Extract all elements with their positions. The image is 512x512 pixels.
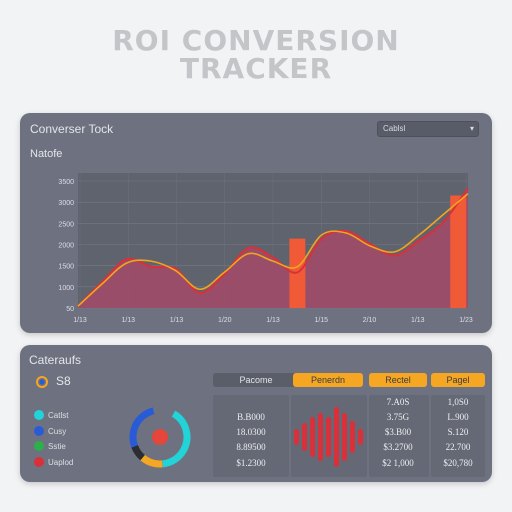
table-cell: $20,780 (443, 458, 473, 468)
table-cell: L.900 (447, 412, 469, 422)
categories-heading: Cateraufs (29, 353, 82, 367)
table-cell: 18.0300 (236, 427, 266, 437)
chart-subheading: Natofe (30, 148, 63, 160)
x-tick-label: 1/13 (411, 317, 425, 324)
category-donut-chart (129, 406, 191, 468)
x-tick-label: 1/13 (121, 317, 135, 324)
column-header-penerdn[interactable]: Penerdn (293, 373, 363, 387)
y-tick-label: 2500 (58, 221, 74, 228)
table-cell: 7.A0S (386, 397, 410, 407)
x-tick-label: 1/13 (73, 317, 87, 324)
x-tick-label: 1/15 (314, 317, 328, 324)
highlight-bar (450, 195, 467, 308)
table-cell: 3.75G (386, 412, 410, 422)
page-title-line2: TRACKER (179, 52, 333, 85)
colorwheel-icon (36, 376, 48, 388)
legend-label: Sstie (48, 442, 66, 451)
column-header-rectel[interactable]: Rectel (369, 373, 427, 387)
y-tick-label: 3500 (58, 179, 74, 186)
y-tick-label: 2000 (58, 243, 74, 250)
series-line-red (77, 187, 469, 307)
chevron-down-icon: ▾ (469, 124, 474, 133)
table-cell: B.B000 (237, 412, 265, 422)
conversion-area-chart: 3500 3000 2500 2000 1500 1000 50 1/13 1/13 1/13 1/… (58, 173, 473, 324)
conversion-chart-panel: Converser Tock Cablsl ▾ Natofe 3500 3000 2… (20, 113, 492, 333)
series-line-yellow (77, 193, 469, 307)
x-tick-label: 1/20 (218, 317, 232, 324)
table-cell: 8.89500 (236, 442, 266, 452)
red-bars-icon (294, 407, 363, 467)
legend-dot-sstie (34, 441, 44, 451)
legend-dot-catlst (34, 410, 44, 420)
legend-dot-cusy (34, 426, 44, 436)
legend-label: Cusy (48, 427, 67, 436)
x-tick-label: 1/23 (459, 317, 473, 324)
categories-panel: Cateraufs S8 Catlst Cusy Sstie Uaplod Pa… (20, 345, 492, 482)
y-tick-label: 3000 (58, 200, 74, 207)
table-cell: 22.700 (445, 442, 471, 452)
table-cell: $3.B00 (384, 427, 412, 437)
column-bg (369, 395, 429, 477)
table-cell: $1.2300 (236, 458, 266, 468)
chart-panel-heading: Converser Tock (30, 122, 114, 136)
legend-dot-uaplod (34, 457, 44, 467)
x-tick-label: 1/13 (266, 317, 280, 324)
y-tick-label: 1500 (58, 264, 74, 271)
area-fill (78, 188, 468, 308)
column-header-pacome[interactable]: Pacome (213, 373, 299, 387)
column-bg (213, 395, 289, 477)
x-tick-label: 2/10 (363, 317, 377, 324)
table-cell: $3.2700 (383, 442, 413, 452)
y-tick-label: 50 (66, 306, 74, 313)
column-bg (431, 395, 485, 477)
legend-label: Uaplod (48, 458, 74, 467)
filter-dropdown-value: Cablsl (383, 124, 406, 133)
x-tick-label: 1/13 (170, 317, 184, 324)
legend-label: Catlst (48, 411, 69, 420)
page-title-line1: ROI CONVERSION (112, 24, 400, 57)
table-cell: 1,0S0 (447, 397, 469, 407)
y-tick-label: 1000 (58, 285, 74, 292)
table-cell: $2 1,000 (382, 458, 414, 468)
table-cell: S.120 (447, 427, 469, 437)
column-header-pagel[interactable]: Pagel (431, 373, 485, 387)
filter-dropdown[interactable]: Cablsl ▾ (377, 121, 479, 137)
category-summary-value: S8 (56, 374, 71, 388)
